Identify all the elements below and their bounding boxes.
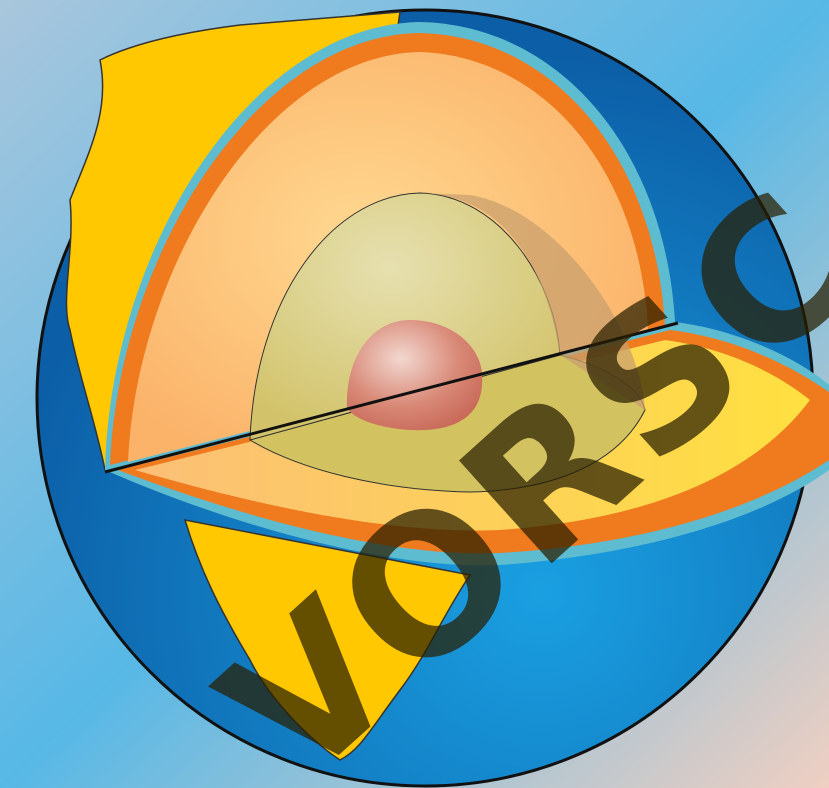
inner-core: [346, 320, 483, 431]
continent: [183, 519, 472, 761]
outer-core-side: [420, 193, 645, 410]
cut-line: [104, 321, 679, 474]
